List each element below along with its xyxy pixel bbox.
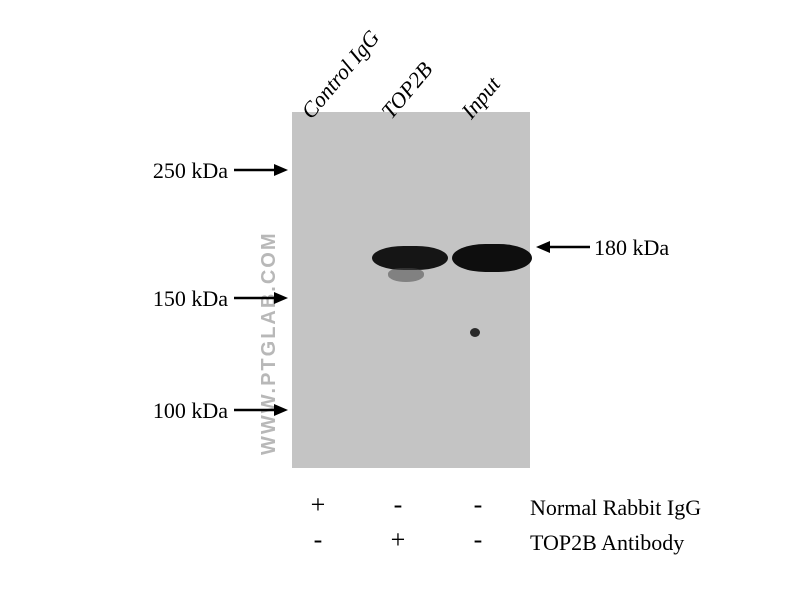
condition-label-normal-igg: Normal Rabbit IgG: [530, 495, 701, 521]
mw-label-100: 100 kDa: [118, 398, 228, 424]
condition-mark: -: [288, 525, 348, 555]
target-band-label: 180 kDa: [594, 235, 669, 261]
condition-mark: +: [368, 525, 428, 555]
band-top2b-lane: [372, 246, 448, 270]
band-smear: [388, 268, 424, 282]
artifact-spot: [470, 328, 480, 337]
western-blot-figure: WWW.PTGLAB.COM Control IgG TOP2B Input 2…: [0, 0, 800, 600]
arrow-icon: [234, 160, 288, 180]
band-input-lane: [452, 244, 532, 272]
lane-label-control-igg: Control IgG: [296, 25, 385, 124]
condition-mark: -: [368, 490, 428, 520]
watermark-text: WWW.PTGLAB.COM: [258, 231, 281, 455]
condition-label-top2b-antibody: TOP2B Antibody: [530, 530, 684, 556]
mw-label-150: 150 kDa: [118, 286, 228, 312]
blot-membrane: [292, 112, 530, 468]
mw-label-250: 250 kDa: [118, 158, 228, 184]
condition-mark: -: [448, 490, 508, 520]
condition-mark: +: [288, 490, 348, 520]
arrow-icon: [234, 400, 288, 420]
condition-mark: -: [448, 525, 508, 555]
arrow-icon: [536, 237, 590, 257]
arrow-icon: [234, 288, 288, 308]
